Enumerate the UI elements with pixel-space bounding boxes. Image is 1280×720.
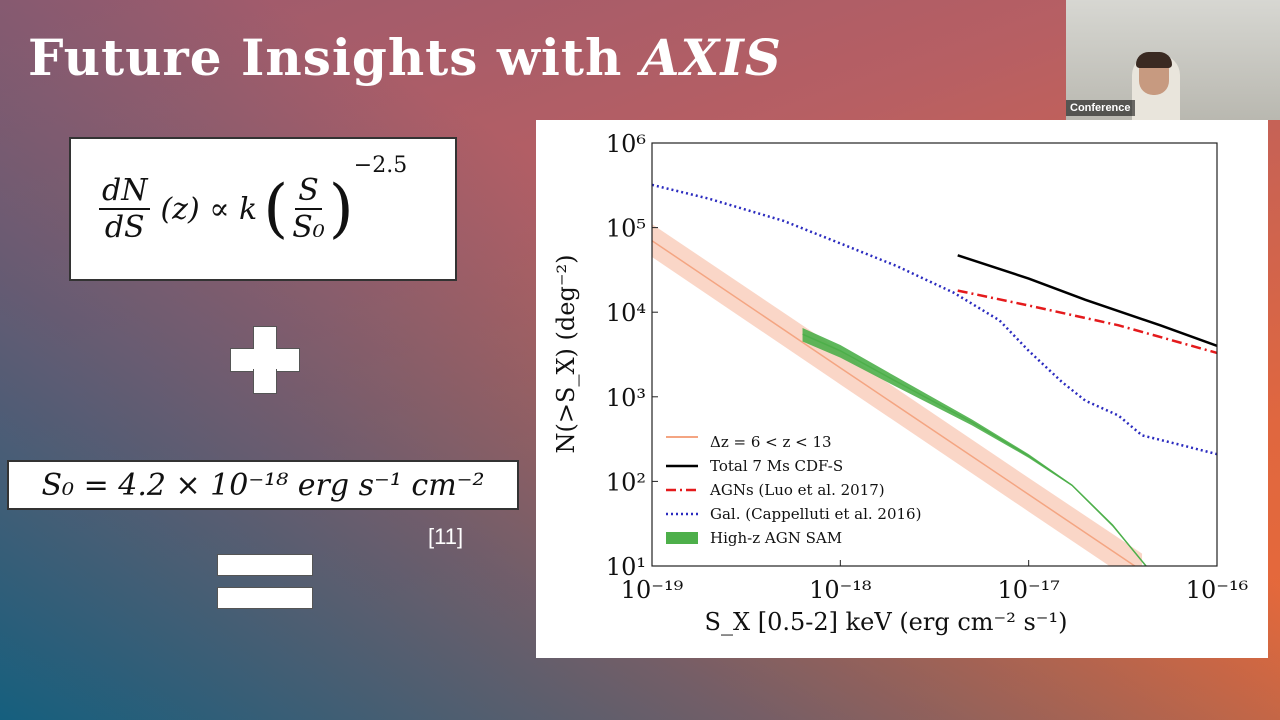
video-label: Conference (1066, 100, 1135, 116)
denominator: S₀ (292, 210, 325, 245)
title-text: Future Insights with (28, 28, 623, 87)
axes-frame (651, 142, 1218, 567)
x-tick-label: 10⁻¹⁹ (621, 576, 684, 604)
line (652, 183, 1217, 456)
y-tick-label: 10⁴ (606, 299, 646, 327)
legend-swatch (666, 436, 698, 438)
fraction: S S₀ (292, 173, 325, 245)
fraction: dN dS (99, 173, 151, 245)
x-axis-label: S_X [0.5-2] keV (erg cm⁻² s⁻¹) (705, 608, 1068, 636)
equation-text: (z) ∝ k (160, 191, 258, 227)
legend-swatch (666, 532, 698, 544)
line (652, 240, 1137, 566)
band (652, 224, 1143, 566)
line (802, 333, 1147, 566)
legend-label: AGNs (Luo et al. 2017) (709, 481, 885, 499)
equals-bar (217, 587, 313, 609)
y-tick-label: 10² (606, 468, 646, 496)
plot-area (652, 183, 1217, 566)
legend-label: High-z AGN SAM (710, 529, 842, 547)
chart: S_X [0.5-2] keV (erg cm⁻² s⁻¹) N(>S_X) (… (536, 120, 1268, 658)
y-tick-label: 10¹ (606, 553, 646, 581)
numerator: dN (99, 173, 151, 210)
y-tick-label: 10⁶ (606, 130, 646, 158)
line (957, 289, 1217, 355)
line (957, 254, 1217, 348)
equation-box: S₀ = 4.2 × 10⁻¹⁸ erg s⁻¹ cm⁻² (7, 460, 519, 510)
equals-bar (217, 554, 313, 576)
legend-label: Δz = 6 < z < 13 (710, 433, 832, 451)
legend-label: Total 7 Ms CDF-S (710, 457, 843, 475)
x-tick-label: 10⁻¹⁷ (997, 576, 1059, 604)
citation: [11] (428, 524, 464, 549)
band (802, 328, 1147, 566)
x-tick-label: 10⁻¹⁸ (809, 576, 871, 604)
x-tick-label: 10⁻¹⁶ (1186, 576, 1248, 604)
exponent: −2.5 (353, 153, 408, 178)
denominator: dS (104, 210, 145, 245)
equation-box: dN dS (z) ∝ k (S S₀) −2.5 (69, 137, 457, 281)
legend-label: Gal. (Cappelluti et al. 2016) (710, 505, 921, 523)
y-tick-label: 10³ (606, 384, 646, 412)
numerator: S (295, 173, 322, 210)
title-emphasis: AXIS (640, 28, 782, 87)
slide-title: Future Insights with AXIS (28, 28, 782, 87)
y-axis-label: N(>S_X) (deg⁻²) (552, 255, 580, 454)
plus-center (232, 349, 296, 369)
y-tick-label: 10⁵ (606, 215, 646, 243)
